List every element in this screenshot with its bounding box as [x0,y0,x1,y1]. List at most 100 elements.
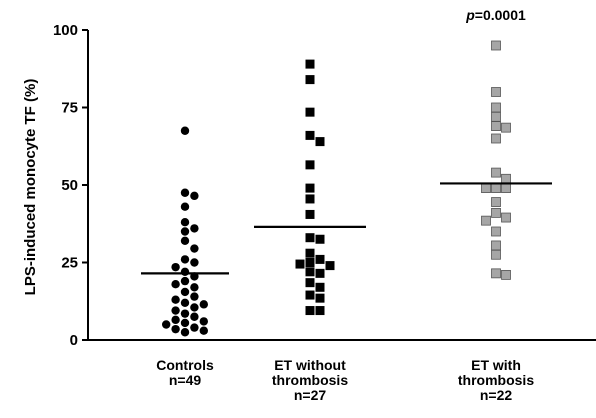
data-point [171,315,180,325]
data-points [162,40,511,337]
data-point [481,183,491,194]
data-point [315,306,325,316]
data-point [315,137,325,147]
data-point [305,59,315,69]
category-label: thrombosis [458,372,534,388]
data-point [190,224,199,233]
data-point [180,227,190,236]
data-point [171,324,180,334]
data-point [491,249,501,260]
data-point [305,306,315,316]
median-lines [141,182,552,275]
data-point [199,300,208,309]
data-point [190,303,199,312]
category-label: n=27 [294,387,327,403]
data-point [180,298,190,307]
data-point [180,309,190,318]
category-label: thrombosis [272,372,348,388]
data-point [305,194,315,204]
data-point [315,254,325,264]
category-label: Controls [156,357,214,373]
data-point [190,244,199,253]
data-point [491,226,501,237]
data-point [501,122,511,133]
data-point [491,183,501,194]
data-point [491,87,501,97]
data-point [180,318,190,328]
data-point [305,75,315,85]
data-point [171,280,180,289]
data-point [199,317,208,326]
data-point [305,267,315,277]
data-point [305,248,315,258]
data-point [315,234,325,244]
data-point [315,268,325,278]
y-tick-label: 25 [61,255,78,272]
data-point [501,183,511,194]
data-point [190,283,199,292]
category-label: ET with [471,357,521,373]
data-point [180,255,190,264]
data-point [171,262,180,272]
data-point [305,130,315,140]
data-point [491,111,501,122]
category-label: n=22 [480,387,513,403]
data-point [305,233,315,243]
data-point [501,212,511,223]
data-point [491,240,501,251]
data-point [180,267,190,276]
data-point [315,282,325,292]
data-point [315,293,325,303]
data-point [305,209,315,219]
data-point [190,191,199,201]
p-value-annotation: p=0.0001 [465,7,526,23]
data-point [501,173,511,184]
data-point [199,326,208,335]
data-point [305,258,315,267]
data-point [501,269,511,280]
data-point [305,290,315,300]
data-point [180,188,190,197]
p-value-text: =0.0001 [475,7,526,23]
data-point [171,295,180,304]
data-point [180,202,190,211]
data-point [180,287,190,297]
y-tick-label: 50 [61,177,78,194]
data-point [295,259,305,269]
data-point [180,328,190,337]
data-point [491,207,501,218]
data-point [190,323,199,332]
p-value-symbol: p [465,7,475,23]
data-point [491,268,501,279]
data-point [162,320,171,329]
y-axis-title: LPS-induced monocyte TF (%) [22,79,39,296]
data-point [305,160,315,170]
y-tick-label: 0 [70,332,78,349]
data-point [180,276,190,286]
data-point [190,258,199,267]
data-point [180,236,190,245]
data-point [491,133,501,144]
category-label: n=49 [169,372,202,388]
y-tick-label: 75 [61,100,78,117]
data-point [491,167,501,178]
y-tick-label: 100 [53,22,78,39]
data-point [491,102,501,113]
data-point [180,126,190,135]
data-point [171,306,180,315]
data-point [190,292,199,301]
data-point [481,215,491,226]
data-point [491,121,501,131]
y-ticks: 0 25 50 75 100 [53,22,88,349]
data-point [325,261,335,271]
data-point [491,197,501,207]
data-point [190,312,199,321]
data-point [491,40,501,51]
data-point [180,218,190,227]
data-point [305,183,315,193]
category-label: ET without [274,357,346,373]
axes [87,30,596,341]
data-point [305,278,315,288]
